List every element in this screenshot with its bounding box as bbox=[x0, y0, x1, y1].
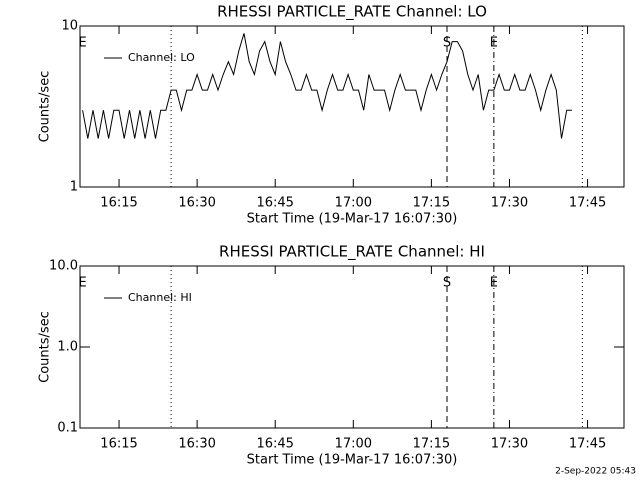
y-tick-label: 1.0 bbox=[57, 340, 78, 355]
x-tick-label: 16:30 bbox=[178, 437, 215, 452]
plot-frame bbox=[79, 25, 625, 188]
x-axis-label: Start Time (19-Mar-17 16:07:30) bbox=[247, 453, 458, 468]
y-tick-label: 10 bbox=[61, 19, 78, 34]
chart-title: RHESSI PARTICLE_RATE Channel: LO bbox=[217, 3, 487, 22]
y-axis-label: Counts/sec bbox=[38, 71, 53, 143]
x-tick-label: 16:15 bbox=[100, 437, 137, 452]
x-tick-label: 17:00 bbox=[335, 196, 372, 211]
chart-title: RHESSI PARTICLE_RATE Channel: HI bbox=[219, 243, 485, 262]
x-tick-label: 17:45 bbox=[569, 196, 606, 211]
event-label: E bbox=[78, 276, 86, 291]
legend-label: Channel: LO bbox=[128, 51, 195, 64]
x-tick-label: 17:15 bbox=[413, 437, 450, 452]
event-label: S bbox=[443, 276, 451, 291]
y-axis-label: Counts/sec bbox=[38, 311, 53, 383]
event-label: E bbox=[490, 276, 498, 291]
y-tick-label: 10.0 bbox=[49, 259, 78, 274]
event-label: E bbox=[78, 36, 86, 51]
y-tick-label: 0.1 bbox=[57, 421, 78, 436]
x-tick-label: 16:45 bbox=[256, 196, 293, 211]
timestamp: 2-Sep-2022 05:43 bbox=[555, 467, 636, 477]
x-tick-label: 16:15 bbox=[100, 196, 137, 211]
y-tick-label: 1 bbox=[70, 180, 78, 195]
x-tick-label: 16:45 bbox=[256, 437, 293, 452]
legend-label: Channel: HI bbox=[128, 291, 192, 304]
x-tick-label: 16:30 bbox=[178, 196, 215, 211]
x-tick-label: 17:00 bbox=[335, 437, 372, 452]
event-label: E bbox=[490, 36, 498, 51]
x-tick-label: 17:15 bbox=[413, 196, 450, 211]
x-tick-label: 17:30 bbox=[491, 437, 528, 452]
x-tick-label: 17:30 bbox=[491, 196, 528, 211]
x-axis-label: Start Time (19-Mar-17 16:07:30) bbox=[247, 212, 458, 227]
event-label: S bbox=[443, 36, 451, 51]
x-tick-label: 17:45 bbox=[569, 437, 606, 452]
data-line bbox=[82, 33, 572, 139]
